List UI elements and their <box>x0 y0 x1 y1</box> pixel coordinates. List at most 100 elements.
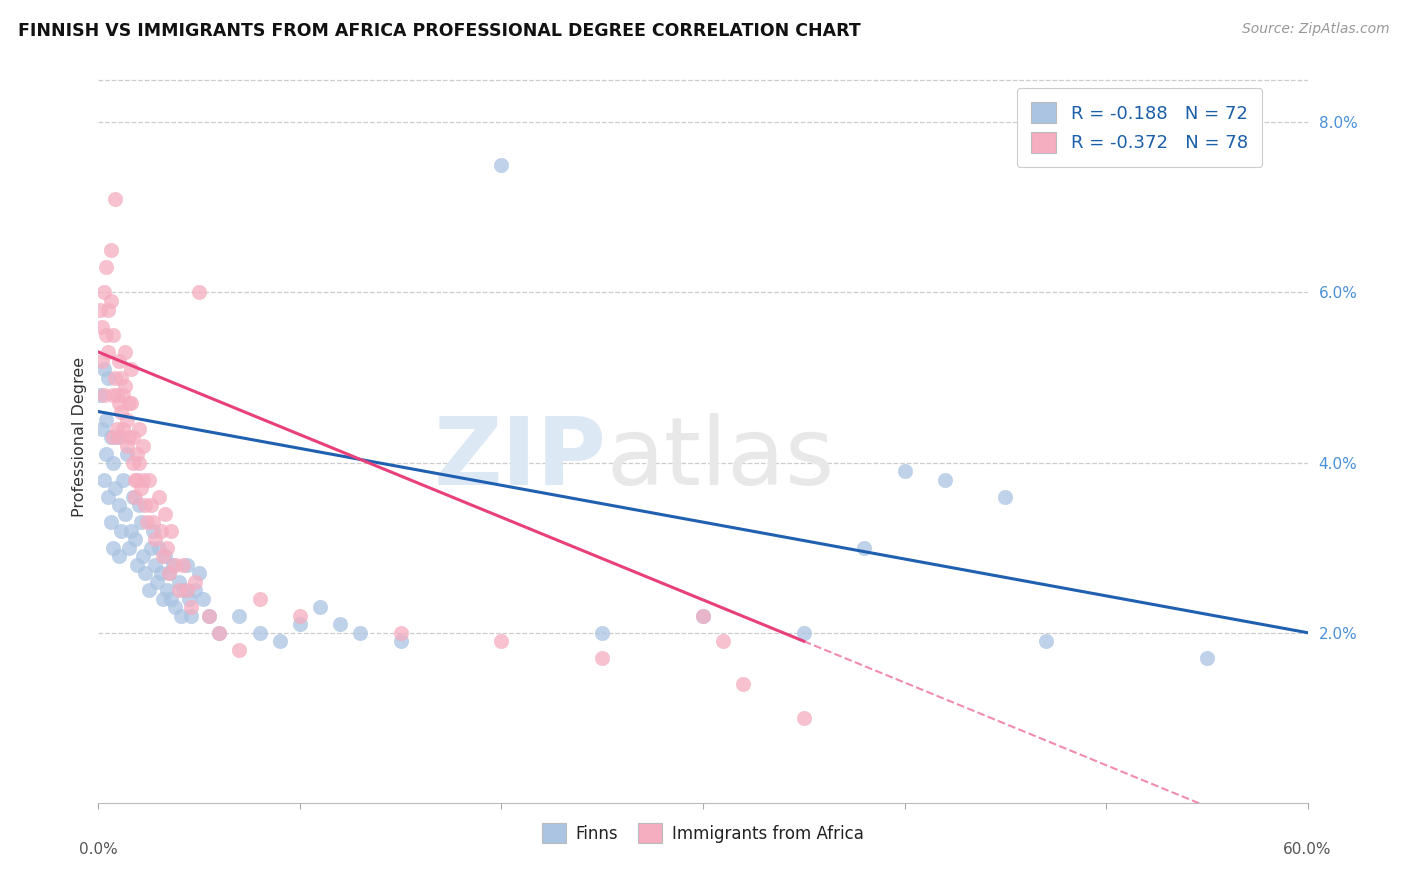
Point <box>1195 651 1218 665</box>
Point <box>591 651 613 665</box>
Point <box>249 625 271 640</box>
Point <box>692 608 714 623</box>
Point <box>172 558 194 572</box>
Point <box>188 566 211 581</box>
Point <box>107 549 129 563</box>
Point <box>134 566 156 581</box>
Point <box>156 583 179 598</box>
Point <box>124 490 146 504</box>
Point <box>160 591 183 606</box>
Point <box>142 515 165 529</box>
Point <box>143 532 166 546</box>
Point <box>111 473 134 487</box>
Point <box>172 583 194 598</box>
Point <box>139 498 162 512</box>
Point <box>228 608 250 623</box>
Point <box>96 328 118 343</box>
Y-axis label: Professional Degree: Professional Degree <box>72 357 87 517</box>
Point <box>125 558 148 572</box>
Text: Source: ZipAtlas.com: Source: ZipAtlas.com <box>1241 22 1389 37</box>
Point <box>157 566 180 581</box>
Point <box>176 558 198 572</box>
Point <box>157 566 180 581</box>
Point <box>128 421 150 435</box>
Point <box>105 387 128 401</box>
Point <box>91 421 114 435</box>
Point <box>692 608 714 623</box>
Point <box>89 387 111 401</box>
Point <box>228 642 250 657</box>
Point <box>149 524 172 538</box>
Point <box>93 473 115 487</box>
Point <box>184 574 207 589</box>
Point <box>100 430 122 444</box>
Point <box>142 524 165 538</box>
Point <box>97 345 120 359</box>
Point <box>491 634 513 648</box>
Point <box>309 600 332 615</box>
Point <box>733 677 755 691</box>
Point <box>91 319 114 334</box>
Point <box>101 541 124 555</box>
Point <box>149 566 172 581</box>
Point <box>93 387 115 401</box>
Point <box>115 447 138 461</box>
Point <box>288 608 311 623</box>
Point <box>105 421 128 435</box>
Point <box>132 473 155 487</box>
Point <box>129 481 152 495</box>
Point <box>193 591 215 606</box>
Point <box>125 447 148 461</box>
Point <box>97 302 120 317</box>
Point <box>89 302 111 317</box>
Point <box>96 447 118 461</box>
Point <box>121 490 143 504</box>
Text: 60.0%: 60.0% <box>1284 842 1331 856</box>
Point <box>129 515 152 529</box>
Point <box>184 583 207 598</box>
Point <box>162 558 184 572</box>
Point <box>110 404 132 418</box>
Point <box>269 634 291 648</box>
Point <box>107 430 129 444</box>
Point <box>160 524 183 538</box>
Point <box>934 473 956 487</box>
Point <box>156 541 179 555</box>
Point <box>793 711 815 725</box>
Point <box>93 362 115 376</box>
Point <box>148 490 170 504</box>
Point <box>153 549 176 563</box>
Point <box>329 617 352 632</box>
Point <box>103 370 125 384</box>
Point <box>107 353 129 368</box>
Point <box>188 285 211 300</box>
Point <box>120 524 142 538</box>
Text: ZIP: ZIP <box>433 413 606 505</box>
Point <box>153 507 176 521</box>
Point <box>118 430 141 444</box>
Point <box>138 583 160 598</box>
Point <box>101 328 124 343</box>
Legend: Finns, Immigrants from Africa: Finns, Immigrants from Africa <box>536 817 870 849</box>
Point <box>118 396 141 410</box>
Point <box>100 243 122 257</box>
Text: FINNISH VS IMMIGRANTS FROM AFRICA PROFESSIONAL DEGREE CORRELATION CHART: FINNISH VS IMMIGRANTS FROM AFRICA PROFES… <box>18 22 860 40</box>
Point <box>100 515 122 529</box>
Point <box>100 293 122 308</box>
Point <box>152 549 174 563</box>
Point <box>96 413 118 427</box>
Point <box>101 430 124 444</box>
Point <box>711 634 734 648</box>
Point <box>139 541 162 555</box>
Point <box>1035 634 1057 648</box>
Point <box>249 591 271 606</box>
Point <box>125 473 148 487</box>
Point <box>389 634 412 648</box>
Point <box>91 353 114 368</box>
Point <box>107 396 129 410</box>
Point <box>120 362 142 376</box>
Point <box>135 515 157 529</box>
Point <box>180 600 202 615</box>
Point <box>114 379 136 393</box>
Point <box>128 498 150 512</box>
